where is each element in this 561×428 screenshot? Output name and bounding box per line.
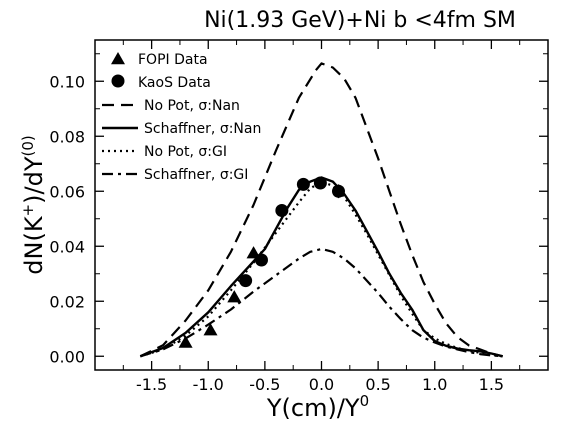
legend: FOPI Data KaoS Data No Pot, σ:Nan Schaffner… [102,52,261,183]
marker-layer [178,176,345,348]
x-tick-label: 1.5 [479,375,504,394]
y-tick-label: 0.10 [49,72,85,91]
legend-symbol-kaos-data [111,74,125,88]
data-point-fopi-data [227,290,242,303]
series-layer [139,62,503,358]
y-tick-label: 0.02 [49,292,85,311]
x-tick-label: 0.0 [309,375,334,394]
x-tick-label: -1.5 [136,375,167,394]
legend-label: No Pot, σ:Nan [144,98,240,114]
legend-label: Schaffner, σ:GI [144,167,248,183]
legend-symbol-fopi-data [111,52,125,65]
data-point-fopi-data [203,323,218,336]
data-point-fopi-data [178,335,193,348]
y-axis-title: dN(K+)/dY(0) [19,135,48,274]
data-point-kaos-data [275,204,289,217]
data-point-kaos-data [239,274,253,288]
series-line-schaffner-gi [139,247,503,358]
y-tick-label: 0.08 [49,127,85,146]
y-tick-label: 0.00 [49,347,85,366]
x-tick-label: 0.5 [365,375,390,394]
axis-ticks: -1.5 -1.0 -0.5 0.0 0.5 1.0 1.5 0.00 0.02 0.04 0.06… [49,40,548,394]
legend-label: No Pot, σ:GI [144,144,227,160]
x-tick-label: -0.5 [249,375,280,394]
legend-label: FOPI Data [138,52,208,68]
x-axis-title: Y(cm)/Y0 [266,392,369,422]
y-tick-label: 0.04 [49,237,85,256]
data-point-kaos-data [296,177,310,191]
x-tick-label: -1.0 [193,375,224,394]
y-tick-label: 0.06 [49,182,85,201]
legend-label: Schaffner, σ:Nan [144,121,261,137]
series-line-schaffner-nan [139,176,503,358]
legend-label: KaoS Data [138,75,211,91]
series-line-no-pot-gi [139,180,503,358]
x-tick-label: 1.0 [422,375,447,394]
data-point-kaos-data [254,253,268,267]
chart-title: Ni(1.93 GeV)+Ni b <4fm SM [204,8,516,33]
